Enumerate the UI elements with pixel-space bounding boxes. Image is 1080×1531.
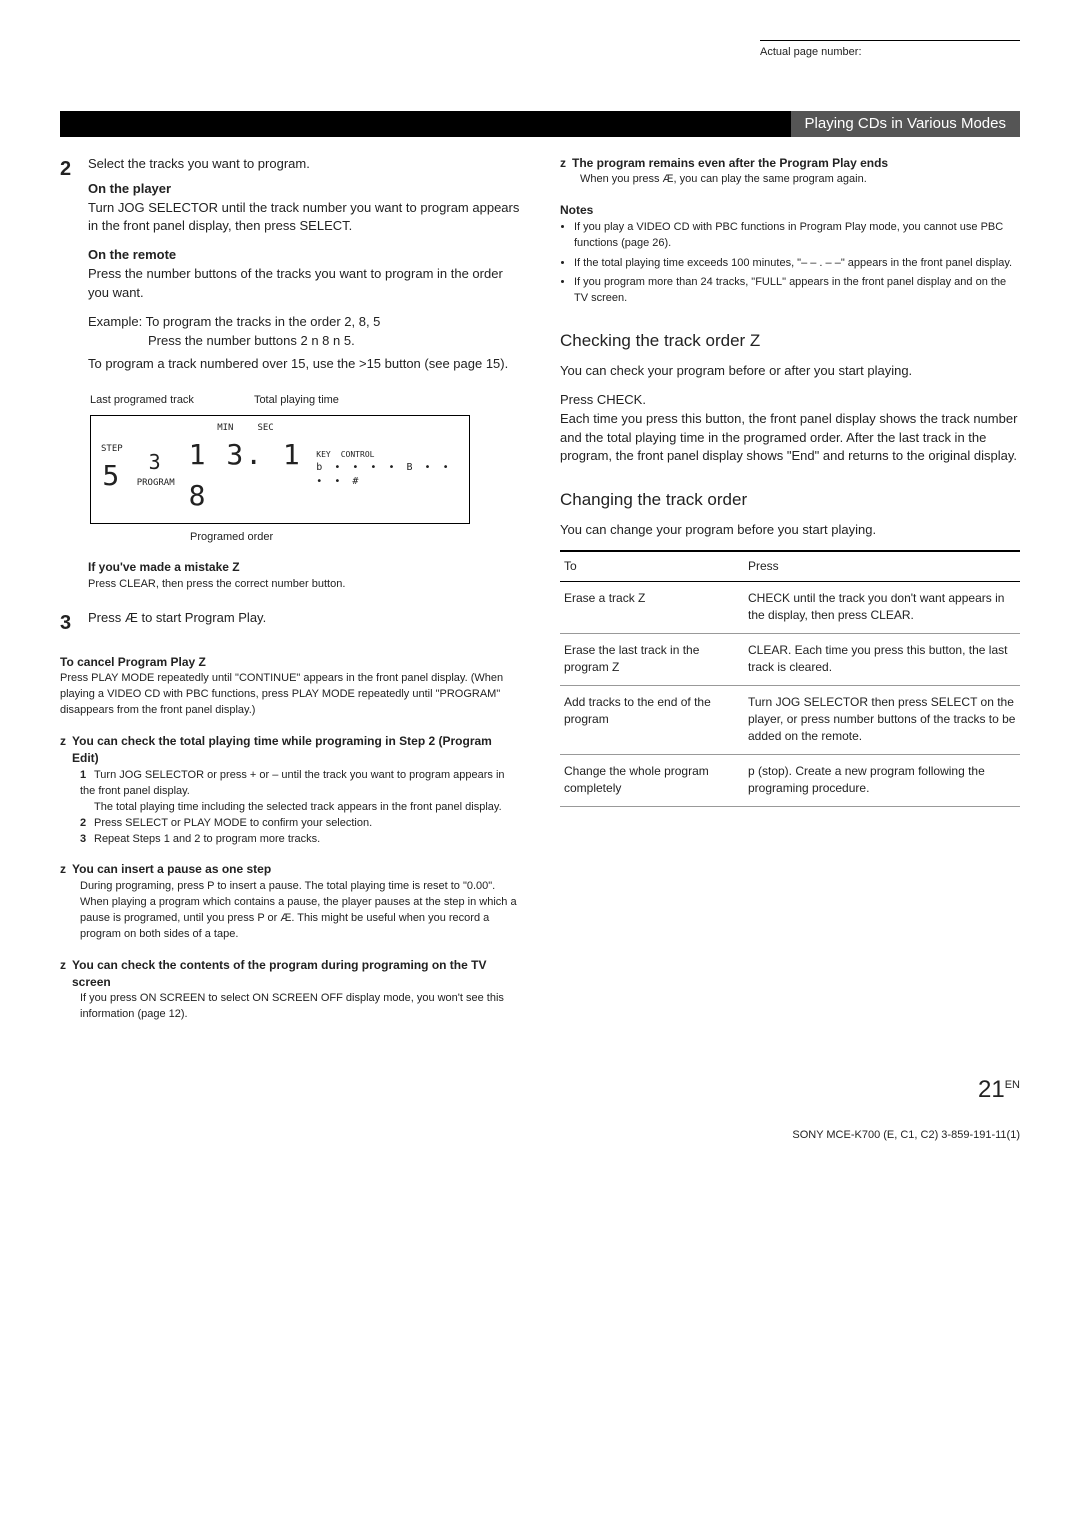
table-row: Erase the last track in the program Z CL… bbox=[560, 633, 1020, 685]
front-panel-display: STEP 5 3 PROGRAM MIN SEC 1 3. 1 8 KEY CO… bbox=[90, 415, 470, 523]
tip1-l1b: The total playing time including the sel… bbox=[94, 800, 520, 816]
table-header-press: Press bbox=[744, 551, 1020, 582]
sec-label: SEC bbox=[257, 422, 273, 435]
tip3-body: If you press ON SCREEN to select ON SCRE… bbox=[80, 991, 520, 1023]
footer-model: SONY MCE-K700 (E, C1, C2) 3-859-191-11(1… bbox=[60, 1128, 1020, 1144]
example-line: Example: To program the tracks in the or… bbox=[88, 313, 520, 332]
tip2-heading: You can insert a pause as one step bbox=[72, 861, 271, 878]
on-player-body: Turn JOG SELECTOR until the track number… bbox=[88, 199, 520, 237]
over15-note: To program a track numbered over 15, use… bbox=[88, 355, 520, 374]
time-value: 1 3. 1 8 bbox=[189, 435, 303, 516]
actual-page-label: Actual page number: bbox=[760, 45, 1020, 61]
header-rule bbox=[760, 40, 1020, 41]
display-callouts-top: Last programed track Total playing time bbox=[90, 393, 520, 409]
display-keycontrol: KEY CONTROL b • • • • B • • • • # bbox=[316, 449, 459, 490]
table-cell-press: CHECK until the track you don't want app… bbox=[744, 582, 1020, 634]
changing-order-intro: You can change your program before you s… bbox=[560, 521, 1020, 540]
keycontrol-dots: b • • • • B • • • • # bbox=[316, 461, 459, 490]
page-number-value: 21 bbox=[978, 1076, 1005, 1103]
tip2-b1: During programing, press P to insert a p… bbox=[80, 879, 520, 895]
step-2-number: 2 bbox=[60, 155, 88, 383]
tip1-l3-num: 3 bbox=[80, 832, 94, 848]
changing-order-heading: Changing the track order bbox=[560, 488, 1020, 513]
tip1-heading: You can check the total playing time whi… bbox=[72, 733, 520, 768]
tip-remain-heading: The program remains even after the Progr… bbox=[572, 155, 888, 172]
checking-order-heading: Checking the track order Z bbox=[560, 329, 1020, 354]
right-column: z The program remains even after the Pro… bbox=[560, 155, 1020, 1023]
tip-remain-body: When you press Æ, you can play the same … bbox=[580, 172, 1020, 188]
program-label: PROGRAM bbox=[137, 477, 175, 490]
example-sub: Press the number buttons 2 n 8 n 5. bbox=[148, 332, 520, 351]
page-number: 21EN bbox=[60, 1073, 1020, 1108]
note-item: If you play a VIDEO CD with PBC function… bbox=[574, 220, 1020, 252]
page-number-suffix: EN bbox=[1005, 1079, 1020, 1091]
tip1-l2: Press SELECT or PLAY MODE to confirm you… bbox=[94, 817, 372, 829]
table-cell-to: Erase the last track in the program Z bbox=[560, 633, 744, 685]
cancel-body: Press PLAY MODE repeatedly until "CONTIN… bbox=[60, 671, 520, 719]
table-row: Change the whole program completely p (s… bbox=[560, 754, 1020, 806]
tip2-b2: When playing a program which contains a … bbox=[80, 895, 520, 943]
callout-total-time: Total playing time bbox=[254, 393, 339, 409]
table-cell-to: Change the whole program completely bbox=[560, 754, 744, 806]
tip-insert-pause: z You can insert a pause as one step Dur… bbox=[60, 861, 520, 942]
table-row: Add tracks to the end of the program Tur… bbox=[560, 685, 1020, 754]
tip1-l1-num: 1 bbox=[80, 768, 94, 784]
cancel-block: To cancel Program Play Z Press PLAY MODE… bbox=[60, 654, 520, 719]
notes-heading: Notes bbox=[560, 202, 1020, 219]
tip-remain-marker: z bbox=[560, 155, 566, 172]
change-order-table: To Press Erase a track Z CHECK until the… bbox=[560, 550, 1020, 807]
step-label: STEP bbox=[101, 443, 123, 456]
key-label: KEY bbox=[316, 449, 330, 461]
tip3-heading: You can check the contents of the progra… bbox=[72, 957, 520, 992]
note-item: If the total playing time exceeds 100 mi… bbox=[574, 256, 1020, 272]
step-3: 3 Press Æ to start Program Play. bbox=[60, 609, 520, 638]
table-cell-to: Erase a track Z bbox=[560, 582, 744, 634]
table-header-to: To bbox=[560, 551, 744, 582]
mistake-block: If you've made a mistake Z Press CLEAR, … bbox=[88, 559, 520, 592]
table-cell-press: p (stop). Create a new program following… bbox=[744, 754, 1020, 806]
table-cell-press: Turn JOG SELECTOR then press SELECT on t… bbox=[744, 685, 1020, 754]
on-player-heading: On the player bbox=[88, 180, 520, 199]
notes-list: If you play a VIDEO CD with PBC function… bbox=[574, 220, 1020, 308]
tip1-l1: Turn JOG SELECTOR or press + or – until … bbox=[80, 769, 505, 797]
press-check-heading: Press CHECK. bbox=[560, 391, 1020, 410]
mistake-heading: If you've made a mistake Z bbox=[88, 559, 520, 576]
press-check-body: Each time you press this button, the fro… bbox=[560, 410, 1020, 467]
step-2: 2 Select the tracks you want to program.… bbox=[60, 155, 520, 383]
tip-tv-screen: z You can check the contents of the prog… bbox=[60, 957, 520, 1024]
cancel-heading: To cancel Program Play Z bbox=[60, 654, 520, 671]
table-row: Erase a track Z CHECK until the track yo… bbox=[560, 582, 1020, 634]
min-label: MIN bbox=[217, 422, 233, 435]
tip3-marker: z bbox=[60, 957, 66, 992]
display-step-col: STEP 5 bbox=[101, 443, 123, 497]
tip1-marker: z bbox=[60, 733, 66, 768]
section-title: Playing CDs in Various Modes bbox=[791, 111, 1020, 137]
callout-last-programed: Last programed track bbox=[90, 393, 194, 409]
step-3-body: Press Æ to start Program Play. bbox=[88, 609, 266, 628]
content-columns: 2 Select the tracks you want to program.… bbox=[60, 155, 1020, 1023]
tip1-l2-num: 2 bbox=[80, 816, 94, 832]
tip1-l3: Repeat Steps 1 and 2 to program more tra… bbox=[94, 833, 320, 845]
step-2-title: Select the tracks you want to program. bbox=[88, 155, 520, 174]
note-item: If you program more than 24 tracks, "FUL… bbox=[574, 275, 1020, 307]
tip-program-edit: z You can check the total playing time w… bbox=[60, 733, 520, 847]
display-time-col: MIN SEC 1 3. 1 8 bbox=[189, 422, 303, 516]
left-column: 2 Select the tracks you want to program.… bbox=[60, 155, 520, 1023]
step-value: 5 bbox=[102, 456, 121, 497]
callout-programed-order: Programed order bbox=[190, 530, 520, 546]
order-value: 3 bbox=[149, 448, 163, 477]
mistake-body: Press CLEAR, then press the correct numb… bbox=[88, 577, 520, 593]
table-cell-press: CLEAR. Each time you press this button, … bbox=[744, 633, 1020, 685]
section-bar: Playing CDs in Various Modes bbox=[60, 111, 1020, 137]
tip-program-remains: z The program remains even after the Pro… bbox=[560, 155, 1020, 188]
table-cell-to: Add tracks to the end of the program bbox=[560, 685, 744, 754]
step-3-number: 3 bbox=[60, 609, 88, 638]
control-label: CONTROL bbox=[341, 449, 375, 461]
tip2-marker: z bbox=[60, 861, 66, 878]
on-remote-body: Press the number buttons of the tracks y… bbox=[88, 265, 520, 303]
on-remote-heading: On the remote bbox=[88, 246, 520, 265]
checking-order-intro: You can check your program before or aft… bbox=[560, 362, 1020, 381]
display-order-col: 3 PROGRAM bbox=[137, 448, 175, 490]
